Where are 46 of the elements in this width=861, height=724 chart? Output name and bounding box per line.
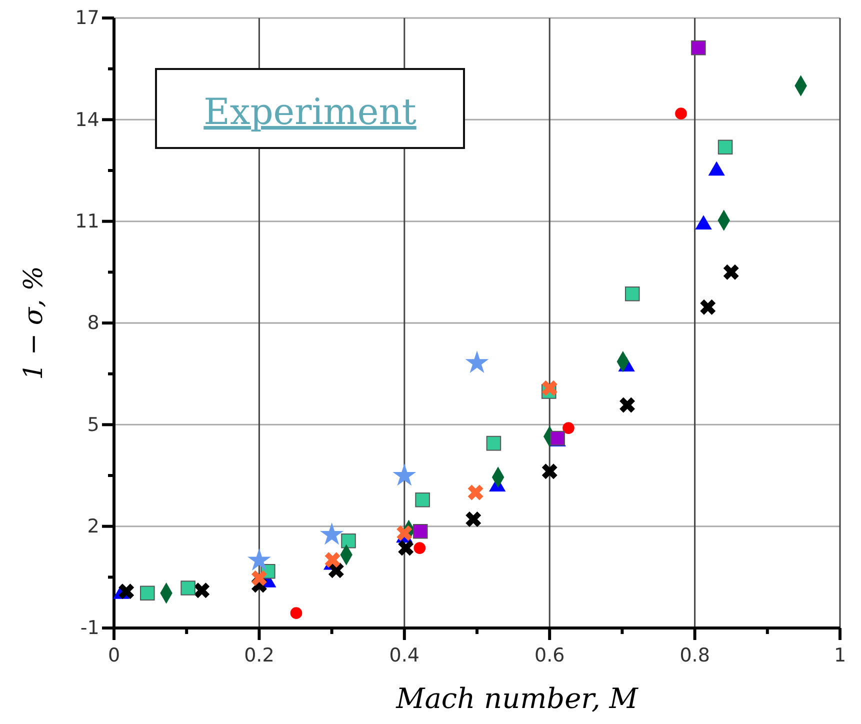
y-tick-label: 8 [87, 312, 100, 334]
y-axis-title: 1 − σ, % [19, 266, 49, 380]
y-tick-label: 2 [87, 515, 100, 538]
x-tick-label: 0 [108, 644, 120, 667]
point [118, 584, 134, 600]
y-tick-label: 11 [75, 210, 100, 232]
point [542, 464, 558, 480]
point [542, 380, 558, 396]
point [247, 548, 271, 571]
y-tick-label: 5 [87, 414, 100, 436]
y-tick-label: 17 [75, 7, 100, 30]
point [320, 522, 344, 545]
point [341, 534, 356, 548]
point [414, 542, 426, 554]
x-tick-label: 1 [834, 644, 846, 667]
point [251, 570, 267, 586]
point [412, 524, 428, 539]
point [620, 397, 636, 413]
point [624, 286, 640, 302]
point [140, 586, 155, 600]
x-tick-label: 0.8 [680, 644, 710, 667]
point [324, 552, 340, 568]
point [392, 464, 416, 486]
point [691, 40, 706, 56]
y-tick-label: 14 [75, 108, 100, 131]
x-tick-label: 0.4 [389, 644, 420, 667]
annotation: Experiment [204, 92, 417, 133]
x-tick-label: 0.6 [534, 644, 565, 667]
point [468, 484, 484, 500]
point [675, 108, 687, 120]
x-axis-title: Mach number, M [395, 682, 640, 715]
point [718, 140, 733, 155]
y-tick-label: -1 [80, 617, 100, 640]
point [723, 264, 739, 280]
point [194, 582, 210, 598]
point [486, 436, 502, 451]
point [415, 492, 430, 508]
point [180, 580, 196, 596]
point [562, 422, 574, 434]
point [398, 540, 414, 556]
point [700, 299, 716, 315]
point [290, 607, 302, 619]
point [396, 525, 412, 541]
x-tick-label: 0.2 [244, 644, 274, 667]
point [465, 350, 489, 373]
point [466, 511, 482, 527]
